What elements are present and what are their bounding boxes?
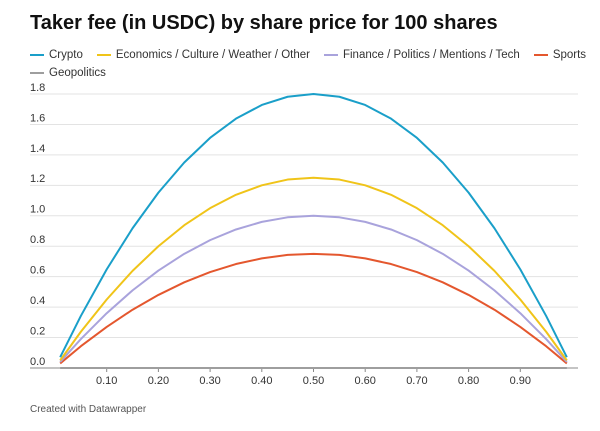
y-tick-label: 0.4 [30,295,45,307]
legend-item: Sports [533,48,587,62]
legend-swatch [533,54,548,56]
x-tick-label: 0.90 [510,375,531,387]
series-line [59,93,568,358]
footer: Created with Datawrapper [30,404,147,415]
x-tick-label: 0.20 [148,375,169,387]
series-line [59,214,568,363]
x-tick-label: 0.50 [303,375,324,387]
y-tick-label: 0.0 [30,356,45,368]
y-tick-label: 1.2 [30,173,45,185]
series-line [59,176,568,361]
legend-item: Finance / Politics / Mentions / Tech [323,48,520,62]
legend-label: Geopolitics [49,67,106,79]
legend-label: Economics / Culture / Weather / Other [115,49,310,61]
legend-item: Economics / Culture / Weather / Other [96,48,310,62]
chart-title: Taker fee (in USDC) by share price for 1… [30,12,498,34]
legend-swatch [323,54,338,56]
y-tick-label: 0.6 [30,265,45,277]
x-tick-label: 0.10 [96,375,117,387]
y-tick-label: 1.0 [30,204,45,216]
legend-label: Finance / Politics / Mentions / Tech [342,49,520,61]
y-tick-label: 1.4 [30,143,45,155]
legend-label: Sports [552,49,587,61]
legend-swatch [30,54,44,56]
y-tick-label: 0.8 [30,234,45,246]
x-tick-label: 0.30 [199,375,220,387]
x-tick-label: 0.60 [354,375,375,387]
legend-label: Crypto [49,49,83,61]
legend-swatch [96,54,111,56]
y-tick-label: 1.6 [30,112,45,124]
x-tick-label: 0.40 [251,375,272,387]
legend-item: Geopolitics [30,66,106,80]
y-tick-label: 0.2 [30,325,45,337]
y-tick-label: 1.8 [30,82,45,94]
legend: Crypto Economics / Culture / Weather / Ot… [30,48,590,80]
x-tick-label: 0.80 [458,375,479,387]
series-line [59,252,568,365]
legend-swatch [30,72,44,74]
x-tick-label: 0.70 [406,375,427,387]
legend-item: Crypto [30,48,83,62]
